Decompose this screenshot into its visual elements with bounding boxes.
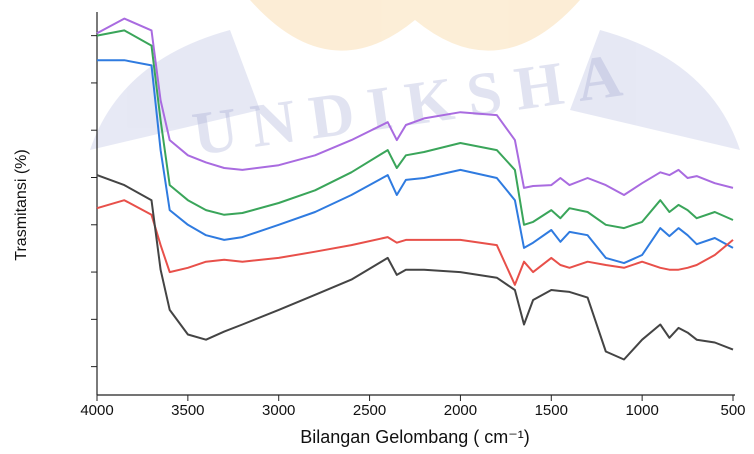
chart: UNDIKSHA Trasmitansi (%) Bilangan Gelomb…	[0, 0, 754, 454]
page: {"watermark": "UNDIKSHA", "chart_data": …	[0, 0, 754, 454]
x-tick-label: 3500	[171, 402, 204, 419]
x-tick-label: 1500	[535, 402, 568, 419]
x-tick-label: 1000	[625, 402, 658, 419]
watermark: UNDIKSHA	[189, 40, 640, 169]
x-tick-label: 500	[720, 402, 745, 419]
x-tick-label: 3000	[262, 402, 295, 419]
x-tick-label: 2000	[444, 402, 477, 419]
x-tick-label: 4000	[80, 402, 113, 419]
spectrum-line	[97, 200, 733, 285]
x-tick-label: 2500	[353, 402, 386, 419]
x-axis-title: Bilangan Gelombang ( cm⁻¹)	[300, 427, 530, 447]
y-axis-title: Trasmitansi (%)	[13, 149, 30, 260]
